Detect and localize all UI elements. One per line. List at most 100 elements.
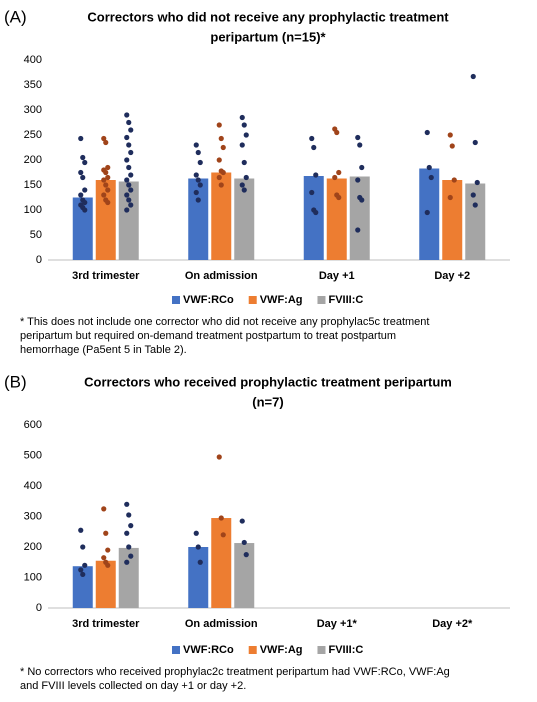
- legend-swatch: [317, 296, 326, 304]
- y-tick-label: 150: [24, 179, 42, 191]
- data-point: [78, 567, 84, 573]
- data-point: [126, 182, 132, 188]
- data-point: [220, 532, 226, 538]
- bar: [211, 518, 232, 608]
- x-tick-label: Day +1: [319, 270, 355, 282]
- y-tick-label: 100: [24, 204, 42, 216]
- data-point: [426, 164, 432, 171]
- x-tick-label: Day +1*: [317, 618, 358, 630]
- y-tick-label: 0: [36, 602, 42, 614]
- y-tick-label: 250: [24, 129, 42, 141]
- data-point: [424, 129, 430, 136]
- data-point: [355, 227, 361, 233]
- y-tick-label: 50: [30, 229, 42, 241]
- data-point: [334, 129, 340, 136]
- data-point: [197, 159, 203, 166]
- y-tick-label: 400: [24, 480, 42, 492]
- data-point: [332, 174, 338, 181]
- footnote: * No correctors who received prophylac2c…: [20, 666, 450, 678]
- data-point: [239, 142, 245, 148]
- bar: [234, 178, 255, 260]
- data-point: [239, 518, 245, 524]
- x-tick-label: 3rd trimester: [72, 618, 140, 630]
- data-point: [309, 135, 315, 142]
- y-tick-label: 100: [24, 571, 42, 583]
- data-point: [126, 119, 132, 126]
- data-point: [82, 187, 88, 193]
- data-point: [241, 539, 247, 546]
- data-point: [82, 199, 88, 206]
- panel-label: (A): [4, 7, 27, 26]
- y-tick-label: 600: [24, 419, 42, 431]
- data-point: [218, 182, 224, 188]
- x-tick-label: On admission: [185, 270, 258, 282]
- data-point: [105, 562, 111, 568]
- bar: [234, 543, 255, 608]
- data-point: [103, 530, 109, 536]
- data-point: [357, 142, 363, 148]
- y-tick-label: 300: [24, 510, 42, 522]
- legend-swatch: [317, 646, 326, 654]
- legend-label: FVIII:C: [328, 644, 363, 656]
- data-point: [243, 174, 249, 181]
- data-point: [124, 177, 130, 183]
- data-point: [124, 207, 130, 213]
- data-point: [105, 187, 111, 193]
- bar: [95, 560, 116, 608]
- legend-swatch: [248, 296, 257, 304]
- data-point: [105, 164, 111, 171]
- y-tick-label: 500: [24, 449, 42, 461]
- data-point: [101, 192, 107, 198]
- bar: [188, 178, 209, 260]
- bar: [211, 172, 232, 260]
- data-point: [359, 164, 365, 171]
- data-point: [220, 169, 226, 176]
- data-point: [193, 530, 199, 536]
- data-point: [193, 172, 199, 178]
- data-point: [355, 177, 361, 183]
- data-point: [126, 197, 132, 203]
- legend-label: VWF:Ag: [260, 644, 303, 656]
- data-point: [103, 139, 109, 146]
- data-point: [470, 192, 476, 198]
- data-point: [126, 164, 132, 171]
- data-point: [359, 197, 365, 203]
- data-point: [103, 169, 109, 176]
- chart-title: Correctors who did not receive any proph…: [87, 9, 449, 24]
- data-point: [195, 149, 201, 156]
- x-tick-label: On admission: [185, 618, 258, 630]
- y-tick-label: 0: [36, 254, 42, 266]
- panel-label: (B): [4, 372, 27, 391]
- data-point: [126, 512, 132, 518]
- data-point: [243, 132, 249, 138]
- data-point: [472, 202, 478, 208]
- data-point: [124, 530, 130, 536]
- data-point: [241, 159, 247, 166]
- footnote: * This does not include one corrector wh…: [20, 316, 429, 328]
- data-point: [424, 209, 430, 216]
- data-point: [197, 559, 203, 565]
- data-point: [311, 144, 317, 151]
- footnote: and FVIII levels collected on day +1 or …: [20, 680, 246, 692]
- data-point: [103, 182, 109, 188]
- data-point: [124, 157, 130, 163]
- data-point: [101, 506, 107, 512]
- bar: [188, 547, 209, 608]
- data-point: [105, 547, 111, 553]
- data-point: [451, 177, 457, 183]
- bar: [303, 176, 324, 260]
- data-point: [78, 192, 84, 198]
- bar: [72, 197, 93, 260]
- legend-label: VWF:RCo: [183, 294, 234, 306]
- data-point: [220, 144, 226, 151]
- data-point: [128, 172, 134, 178]
- data-point: [78, 135, 84, 142]
- data-point: [218, 515, 224, 521]
- footnote: peripartum but required on-demand treatm…: [20, 330, 396, 342]
- y-tick-label: 300: [24, 104, 42, 116]
- data-point: [78, 527, 84, 533]
- data-point: [197, 182, 203, 188]
- data-point: [101, 177, 107, 183]
- legend-swatch: [172, 646, 180, 654]
- data-point: [128, 127, 134, 133]
